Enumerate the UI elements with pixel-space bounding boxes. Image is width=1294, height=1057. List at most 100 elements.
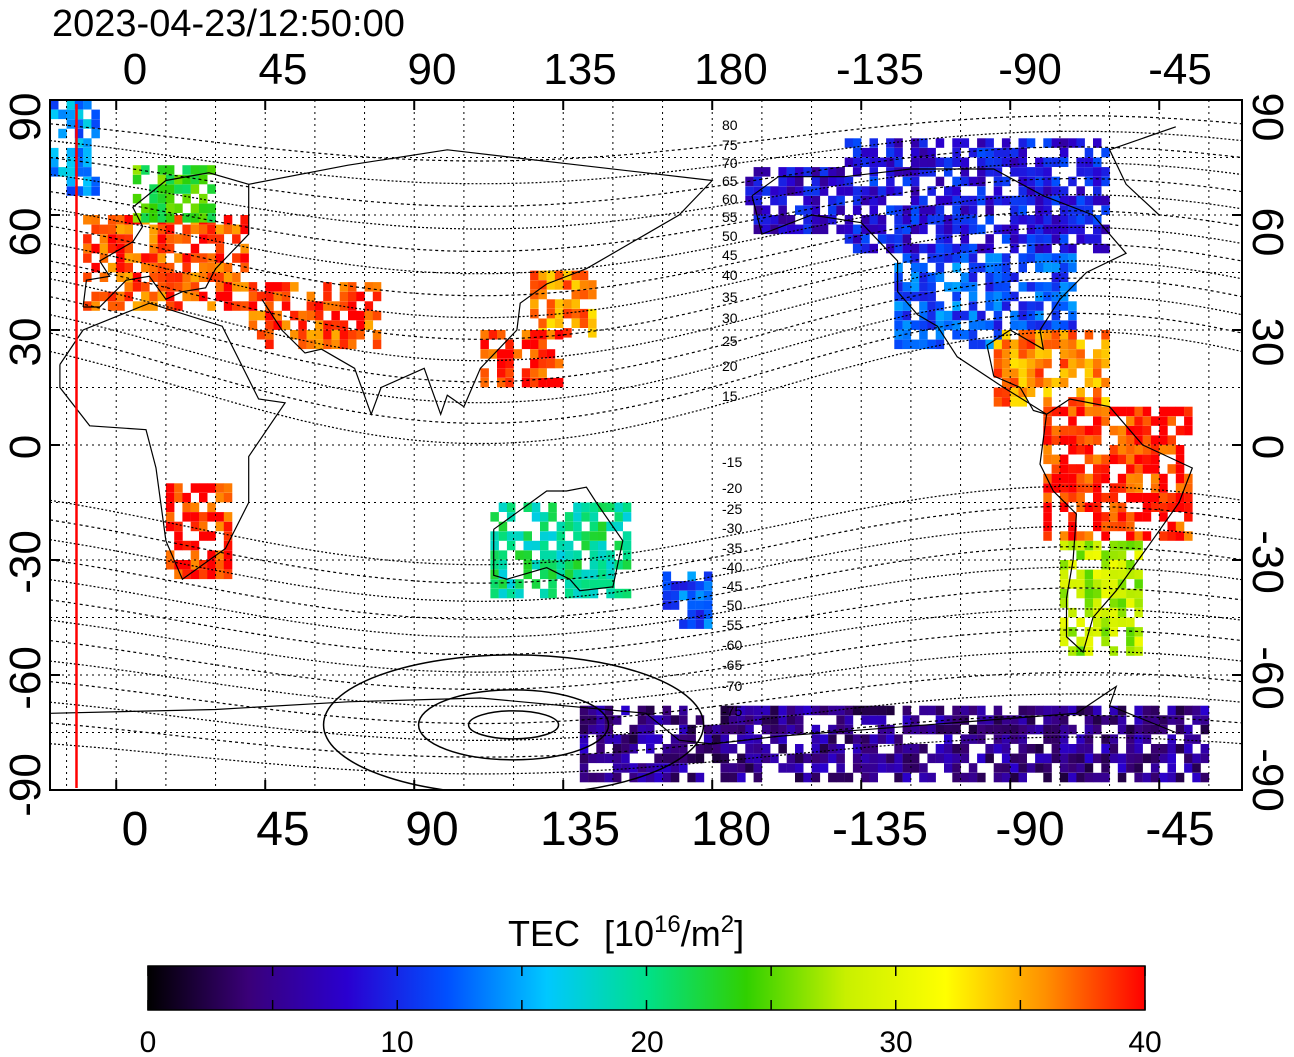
- tec-cell: [902, 339, 912, 350]
- tec-cell: [1101, 454, 1110, 465]
- tec-cell: [523, 560, 532, 570]
- tec-cell: [554, 377, 564, 388]
- tec-cell: [1043, 138, 1052, 148]
- tec-cell: [1018, 301, 1027, 311]
- tec-cell: [589, 550, 599, 560]
- tec-cell: [836, 744, 845, 754]
- tec-cell: [306, 330, 316, 340]
- tec-cell: [869, 705, 878, 716]
- tec-cell: [1010, 272, 1019, 282]
- tec-cell: [902, 291, 912, 302]
- tec-cell: [622, 588, 632, 599]
- contour-line: [50, 130, 1242, 185]
- tec-cell: [836, 195, 845, 206]
- tec-cell: [1035, 282, 1044, 292]
- tec-cell: [993, 368, 1003, 378]
- tec-cell: [190, 213, 200, 223]
- tec-cell: [182, 253, 191, 263]
- tec-cell: [331, 320, 340, 330]
- tec-cell: [1093, 349, 1102, 359]
- tec-cell: [538, 368, 547, 378]
- tec-cell: [1101, 512, 1110, 522]
- tec-cell: [695, 753, 705, 764]
- tec-cell: [1101, 358, 1110, 369]
- tec-cell: [1035, 358, 1044, 369]
- contour-line: [50, 485, 1242, 566]
- tec-cell: [952, 330, 961, 340]
- tec-cell: [910, 195, 920, 206]
- tec-cell: [654, 734, 663, 744]
- tec-cell: [952, 763, 961, 773]
- tec-cell: [50, 157, 59, 167]
- contour-label: -40: [722, 559, 742, 575]
- tec-cell: [695, 590, 705, 601]
- colorbar: TEC [1016/m2] 0 10 20 30 40: [140, 911, 1162, 1057]
- tec-cell: [248, 310, 258, 321]
- tec-cell: [1051, 253, 1061, 263]
- tec-cell: [1059, 579, 1069, 589]
- tec-cell: [1059, 205, 1069, 215]
- tec-cell: [207, 234, 216, 244]
- tec-cell: [232, 234, 241, 244]
- tec-cell: [1084, 588, 1094, 599]
- tec-cell: [116, 272, 125, 282]
- tec-cell: [985, 253, 994, 263]
- tec-cell: [530, 330, 539, 340]
- tec-cell: [877, 715, 887, 725]
- tec-cell: [223, 262, 233, 273]
- tec-cell: [190, 165, 200, 175]
- tec-cell: [993, 339, 1003, 350]
- tec-cell: [1076, 339, 1085, 350]
- tec-cell: [1117, 560, 1127, 570]
- tec-cell: [1134, 464, 1143, 474]
- tec-cell: [521, 377, 531, 388]
- tec-cell: [1134, 772, 1143, 783]
- tec-cell: [894, 734, 903, 744]
- tec-region: [1059, 540, 1143, 656]
- tec-cell: [1076, 406, 1085, 417]
- tec-cell: [985, 744, 994, 754]
- tec-cell: [968, 195, 978, 206]
- tec-cell: [869, 753, 878, 764]
- tec-cell: [182, 234, 191, 244]
- tec-cell: [679, 744, 688, 754]
- tec-cell: [1068, 358, 1077, 369]
- tec-cell: [886, 234, 895, 244]
- tec-cell: [795, 224, 804, 235]
- tec-cell: [786, 186, 796, 196]
- tec-cell: [182, 492, 191, 503]
- tec-cell: [1068, 262, 1077, 273]
- tec-cell: [836, 205, 845, 215]
- tec-cell: [910, 176, 920, 187]
- tec-cell: [985, 753, 994, 764]
- tec-cell: [1035, 705, 1044, 716]
- tec-cell: [844, 772, 854, 783]
- tec-cell: [564, 512, 574, 522]
- tec-cell: [1126, 646, 1135, 656]
- tec-cell: [1059, 483, 1069, 493]
- tec-cell: [1043, 512, 1052, 522]
- tec-cell: [944, 310, 953, 321]
- tec-cell: [1093, 512, 1102, 522]
- tec-cell: [869, 167, 878, 177]
- tec-cell: [190, 560, 200, 570]
- tec-cell: [556, 560, 566, 570]
- tec-cell: [571, 318, 580, 328]
- tec-cell: [960, 205, 970, 215]
- tec-cell: [116, 301, 125, 311]
- tec-cell: [877, 724, 887, 735]
- tec-cell: [1010, 215, 1019, 225]
- tec-cell: [687, 734, 696, 744]
- tec-cell: [1084, 724, 1094, 735]
- tec-cell: [852, 734, 862, 744]
- tec-cell: [795, 753, 804, 764]
- left-lat-label: 30: [1, 318, 50, 367]
- tec-cell: [1051, 753, 1061, 764]
- tec-cell: [811, 186, 821, 196]
- tec-cell: [968, 339, 978, 350]
- tec-cell: [977, 224, 986, 235]
- tec-cell: [331, 310, 340, 321]
- tec-cell: [1010, 291, 1019, 302]
- tec-cell: [977, 753, 986, 764]
- contour-line: [50, 194, 1242, 275]
